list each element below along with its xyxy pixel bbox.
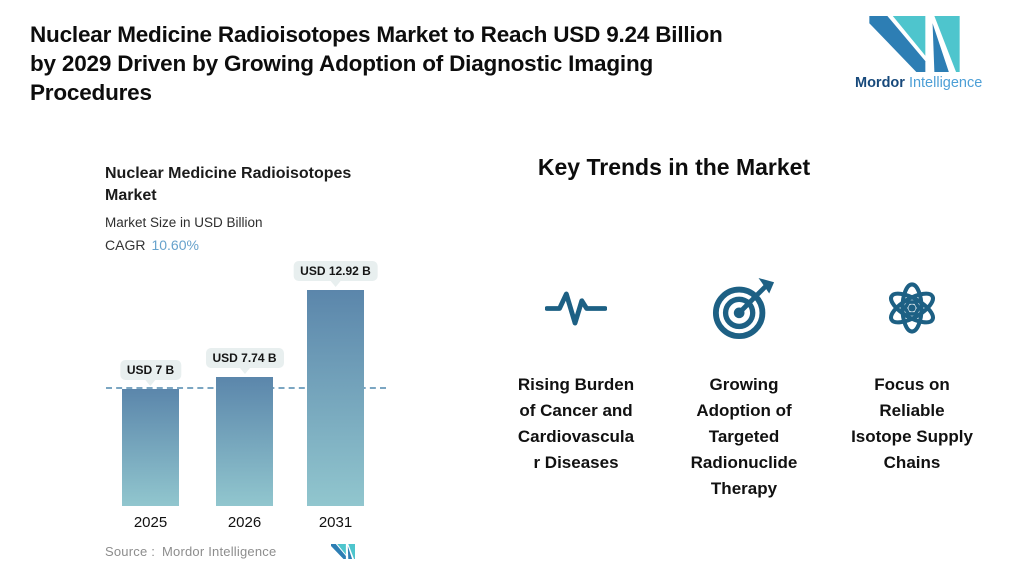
- chart-title: Nuclear Medicine Radioisotopes Market: [105, 165, 352, 204]
- brand-name-secondary: Intelligence: [908, 75, 983, 91]
- mordor-logo: Mordor Intelligence: [855, 16, 982, 91]
- bar-column-2025: USD 7 B 2025: [119, 360, 182, 531]
- trend-row: Rising Burden of Cancer and Cardiovascul…: [484, 270, 1004, 502]
- trend-item-targeted-therapy: Growing Adoption of Targeted Radionuclid…: [667, 270, 821, 502]
- bar-2031: [307, 290, 364, 506]
- bar-column-2026: USD 7.74 B 2026: [205, 348, 284, 531]
- bar-chart: USD 7 B 2025 USD 7.74 B 2026 USD 12.92 B…: [105, 256, 397, 531]
- trends-heading: Key Trends in the Market: [537, 154, 811, 180]
- chart-subtitle: Market Size in USD Billion: [105, 215, 263, 230]
- trend-label: Rising Burden of Cancer and Cardiovascul…: [517, 375, 635, 472]
- bar-value-callout: USD 7 B: [119, 360, 182, 380]
- trend-label: Focus on Reliable Isotope Supply Chains: [851, 375, 973, 472]
- brand-name: Mordor Intelligence: [855, 75, 982, 91]
- year-label: 2025: [133, 514, 168, 531]
- mini-mordor-logo-icon: [331, 544, 355, 559]
- brand-name-primary: Mordor: [855, 75, 905, 91]
- source-label: Source :: [105, 544, 156, 559]
- bar-column-2031: USD 12.92 B 2031: [293, 261, 378, 531]
- source-text: Source : Mordor Intelligence: [105, 544, 276, 559]
- market-chart-panel: Nuclear Medicine Radioisotopes Market Ma…: [105, 163, 405, 559]
- page-title: Nuclear Medicine Radioisotopes Market to…: [30, 22, 723, 105]
- cagr-label: CAGR: [105, 237, 146, 253]
- bar-value-callout: USD 12.92 B: [293, 261, 378, 281]
- source-value: Mordor Intelligence: [162, 544, 277, 559]
- atom-icon: [889, 282, 935, 334]
- pulse-icon: [545, 291, 607, 325]
- trend-item-isotope-supply: Focus on Reliable Isotope Supply Chains: [835, 270, 989, 502]
- bar-value-callout: USD 7.74 B: [205, 348, 284, 368]
- trend-label: Growing Adoption of Targeted Radionuclid…: [690, 375, 798, 498]
- mordor-logo-icon: [868, 16, 960, 72]
- trend-item-rising-burden: Rising Burden of Cancer and Cardiovascul…: [499, 270, 653, 502]
- cagr-value: 10.60%: [151, 237, 199, 253]
- year-label: 2031: [318, 514, 353, 531]
- bar-2026: [216, 377, 273, 506]
- key-trends-panel: Key Trends in the Market Rising Burden o…: [484, 152, 1004, 502]
- target-arrow-icon: [712, 277, 775, 340]
- source-row: Source : Mordor Intelligence: [105, 544, 355, 559]
- bar-2025: [122, 389, 179, 506]
- year-label: 2026: [227, 514, 262, 531]
- cagr-row: CAGR 10.60%: [105, 236, 405, 254]
